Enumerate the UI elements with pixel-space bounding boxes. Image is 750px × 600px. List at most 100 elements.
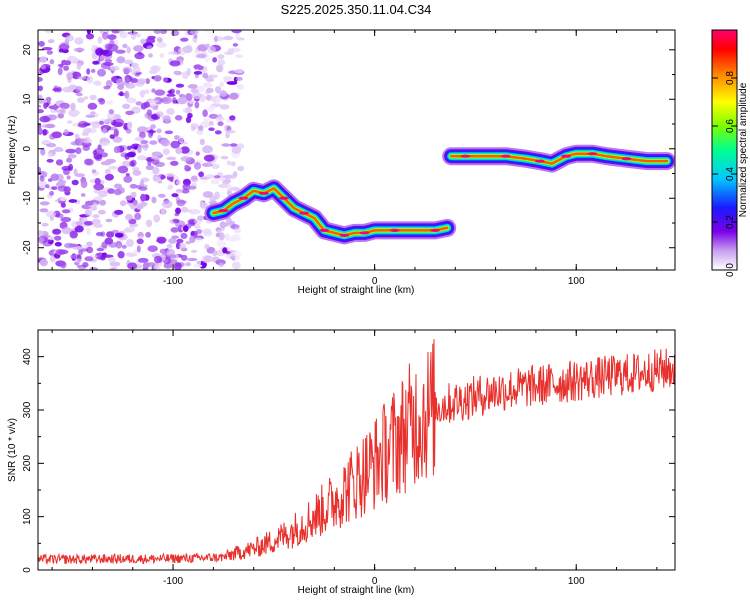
noise-blob: [75, 258, 83, 263]
noise-blob: [166, 243, 173, 249]
spectrogram-frame: [37, 29, 676, 271]
noise-blob: [80, 180, 88, 189]
noise-blob: [142, 262, 150, 269]
noise-blob: [125, 195, 133, 201]
noise-blob: [220, 155, 229, 160]
noise-blob: [113, 129, 119, 137]
noise-blob: [73, 47, 85, 52]
noise-blob: [232, 233, 241, 242]
noise-blob: [99, 54, 106, 62]
noise-blob: [167, 184, 174, 190]
noise-blob: [101, 141, 110, 147]
noise-blob: [107, 112, 116, 119]
noise-blob: [222, 247, 228, 254]
noise-blob: [51, 131, 62, 139]
noise-blob: [143, 101, 150, 108]
noise-blob: [98, 98, 106, 105]
noise-blob: [82, 145, 90, 151]
noise-blob: [202, 118, 211, 123]
noise-blob: [136, 245, 141, 253]
noise-blob: [168, 51, 178, 55]
noise-blob: [202, 109, 208, 117]
noise-blob: [232, 43, 239, 47]
noise-blob: [159, 248, 168, 254]
noise-blob: [184, 164, 190, 169]
noise-blob: [215, 86, 222, 94]
noise-blob: [55, 159, 64, 166]
y-tick-label: 200: [22, 455, 33, 472]
noise-blob: [166, 156, 177, 161]
noise-blob: [125, 110, 135, 116]
noise-blob: [84, 158, 92, 166]
noise-blob: [124, 59, 134, 65]
noise-blob: [38, 94, 43, 99]
noise-blob: [139, 179, 145, 188]
noise-blob: [86, 75, 94, 84]
noise-blob: [150, 100, 157, 108]
noise-blob: [54, 241, 62, 247]
snr-series-line: [38, 339, 675, 565]
noise-blob: [39, 201, 50, 206]
noise-blob: [38, 85, 43, 92]
noise-blob: [49, 190, 54, 196]
noise-blob: [120, 200, 127, 207]
noise-blob: [218, 177, 226, 181]
noise-blob: [226, 160, 231, 166]
noise-blob: [192, 263, 203, 268]
noise-blob: [85, 114, 96, 118]
noise-blob: [125, 213, 133, 221]
noise-blob: [176, 199, 186, 207]
noise-blob: [229, 115, 236, 121]
noise-blob: [122, 103, 131, 110]
noise-blob: [136, 238, 144, 245]
ridge-1-peak: [238, 196, 249, 200]
noise-blob: [121, 229, 133, 233]
noise-blob: [91, 169, 97, 174]
noise-blob: [75, 92, 83, 97]
noise-blob: [134, 136, 145, 142]
noise-blob: [93, 189, 102, 194]
y-tick-label: 400: [22, 348, 33, 365]
noise-blob: [116, 78, 124, 86]
noise-blob: [60, 107, 66, 115]
noise-blob: [222, 76, 233, 80]
y-tick-label: 300: [22, 401, 33, 418]
noise-blob: [163, 262, 173, 269]
noise-blob: [39, 175, 45, 182]
noise-blob: [67, 77, 72, 84]
noise-blob: [215, 227, 226, 232]
noise-blob: [193, 224, 201, 230]
noise-blob: [223, 35, 234, 41]
noise-blob: [198, 94, 206, 102]
noise-blob: [93, 196, 103, 201]
noise-blob: [236, 143, 245, 149]
noise-blob: [97, 36, 103, 44]
noise-blob: [145, 78, 150, 84]
noise-blob: [73, 168, 78, 176]
noise-blob: [116, 244, 122, 249]
noise-blob: [205, 43, 210, 48]
noise-blob: [113, 146, 121, 154]
noise-blob: [172, 97, 177, 104]
noise-blob: [175, 180, 182, 186]
noise-blob: [137, 144, 145, 149]
noise-blob: [164, 130, 174, 135]
noise-blob: [78, 266, 86, 270]
noise-blob: [155, 238, 165, 243]
noise-blob: [175, 188, 183, 193]
noise-blob: [85, 33, 95, 40]
noise-blob: [52, 228, 62, 235]
noise-blob: [77, 76, 87, 80]
colorbar: 0.0 0.2 0.4 0.6 0.8 Normalized spectral ampl…: [711, 29, 749, 277]
noise-blob: [181, 254, 188, 261]
noise-blob: [46, 143, 57, 148]
noise-blob: [159, 53, 164, 58]
noise-blob: [117, 84, 125, 90]
noise-blob: [185, 116, 192, 124]
ridge-1-peak: [430, 228, 441, 232]
noise-blob: [134, 52, 145, 60]
noise-blob: [65, 34, 75, 42]
noise-blob: [125, 252, 134, 257]
noise-blob: [161, 207, 166, 215]
noise-blob: [196, 260, 202, 265]
